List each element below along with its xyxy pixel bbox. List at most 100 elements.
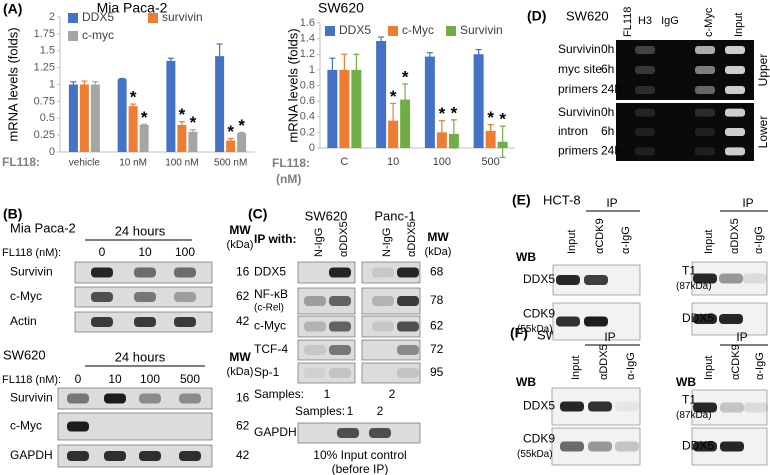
bar [473, 54, 484, 148]
y-tick-label: 0.25 [34, 129, 55, 141]
bar [128, 106, 138, 152]
x-tick-label: vehicle [69, 158, 101, 169]
band [560, 441, 584, 452]
error-bar [119, 77, 126, 81]
cell-line: SW620 [305, 208, 348, 223]
error-bar [402, 83, 409, 116]
error-bar [178, 121, 185, 129]
wb-label: WB [676, 375, 696, 389]
band [695, 128, 715, 136]
legend-label: DDX5 [82, 10, 114, 24]
mw-value: 16 [236, 265, 250, 279]
band [179, 393, 201, 404]
band [67, 393, 89, 404]
significance-mark: * [487, 108, 494, 127]
significance-mark: * [439, 104, 446, 123]
lane-label: αDDX5 [338, 221, 350, 257]
band [743, 273, 767, 284]
y-tick-label: 0.4 [300, 111, 315, 123]
dose-label: FL118 (nM): [2, 374, 61, 386]
row-label: Survivin [10, 265, 53, 279]
cell-line: Panc-1 [374, 208, 415, 223]
error-bar [341, 53, 348, 87]
lane-label: H3 [638, 15, 652, 27]
x-tick-label: 100 [433, 156, 451, 168]
bar [376, 40, 387, 148]
band [744, 402, 768, 413]
x-tick-label: 10 nM [119, 158, 147, 169]
row-label: Survivin [558, 42, 601, 56]
band [695, 86, 715, 94]
band [337, 428, 359, 438]
lane-label: α-IgG [754, 352, 766, 380]
row-label: CDK9 [523, 432, 555, 446]
band [720, 402, 744, 413]
lane-label: N-IgG [381, 228, 393, 257]
band [91, 317, 113, 327]
y-tick-label: 1 [309, 64, 315, 76]
blot [297, 261, 356, 284]
band [635, 86, 655, 94]
row-label: primers [558, 144, 598, 158]
band [695, 46, 715, 54]
region-label: Lower [756, 116, 770, 149]
band [588, 401, 612, 412]
legend-swatch [68, 13, 78, 23]
y-tick-label: 0 [49, 146, 55, 158]
significance-mark: * [130, 88, 137, 107]
bar [68, 84, 78, 152]
bar [351, 69, 362, 148]
y-tick-label: 1.4 [300, 33, 315, 45]
caption: (before IP) [332, 462, 389, 475]
lane-label: Input [703, 356, 715, 380]
band [174, 267, 196, 278]
y-tick-label: 1.5 [40, 45, 55, 57]
lane-label: IgG [661, 15, 679, 27]
row-label: Survivin [558, 105, 601, 119]
bar [139, 125, 149, 152]
row-label: T1 [682, 264, 696, 278]
bar [237, 133, 247, 152]
band [134, 317, 156, 327]
band [369, 428, 391, 438]
error-bar [141, 123, 148, 127]
lane-label: αCDK9 [730, 344, 742, 380]
band [304, 296, 326, 306]
band [179, 451, 201, 461]
band [372, 321, 394, 332]
lane-label: α-IgG [625, 352, 637, 380]
mw-value: 72 [430, 342, 444, 356]
bar [166, 60, 176, 152]
band [725, 66, 745, 74]
y-tick-label: 1.2 [300, 48, 315, 60]
dose: 10 [138, 245, 152, 259]
y-tick-label: 0 [309, 142, 315, 154]
row-label: c-Myc [10, 289, 42, 303]
band [329, 368, 351, 378]
x-tick-label: 500 [481, 156, 499, 168]
row-label: GAPDH [10, 448, 53, 462]
band [584, 316, 608, 327]
legend-label: Survivin [460, 23, 503, 37]
lane-label: αDDX5 [598, 344, 610, 380]
bar [79, 84, 89, 152]
blot [297, 362, 356, 384]
panel-label: (E) [512, 192, 531, 208]
band [397, 321, 419, 332]
caption: 10% Input control [313, 448, 406, 462]
mw-value: 68 [430, 265, 444, 279]
band [397, 267, 419, 278]
row-label: myc site [558, 62, 602, 76]
band [397, 368, 419, 378]
lane-label: α-IgG [620, 226, 632, 254]
wb-label: WB [516, 375, 536, 389]
row-label: DDX5 [682, 439, 714, 453]
row-label: TCF-4 [254, 342, 288, 356]
bar [117, 79, 127, 152]
y-tick-label: 0.6 [300, 95, 315, 107]
band [695, 108, 715, 117]
error-bar [92, 81, 99, 88]
row-label: intron [558, 124, 588, 138]
error-bar [353, 53, 360, 87]
mw-unit: (kDa) [227, 239, 254, 251]
